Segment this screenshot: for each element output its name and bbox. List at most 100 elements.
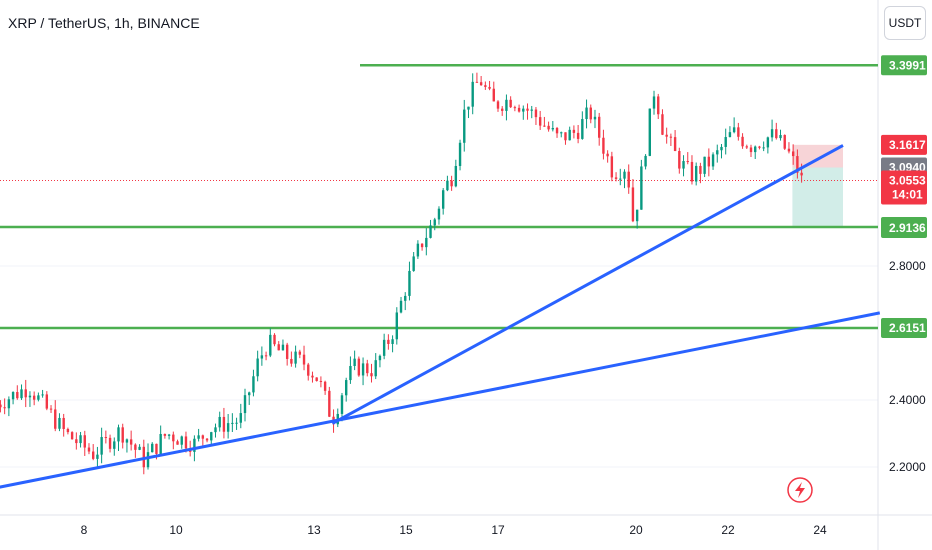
candle-body: [374, 360, 377, 377]
candle-body: [779, 135, 782, 139]
candle-body: [197, 435, 200, 439]
price-label-bg: [881, 170, 927, 205]
candle-body: [534, 109, 538, 118]
candle-body: [644, 155, 647, 167]
x-tick-label: 10: [169, 523, 183, 537]
candle-body: [669, 136, 673, 138]
price-label: 2.9136: [889, 221, 926, 235]
candle-body: [450, 180, 453, 187]
candle-body: [142, 446, 145, 468]
candle-body: [796, 156, 799, 173]
candle-body: [471, 81, 474, 107]
candle-body: [70, 432, 74, 440]
candle-body: [281, 344, 285, 351]
candle-body: [614, 177, 618, 179]
candle-body: [787, 148, 791, 152]
candle-body: [648, 108, 651, 156]
candle-body: [543, 125, 546, 127]
candle-body: [716, 150, 719, 155]
candle-body: [766, 137, 770, 148]
candle-body: [593, 116, 597, 120]
candle-body: [791, 151, 795, 157]
candle-body: [673, 137, 677, 152]
candle-body: [7, 399, 11, 409]
currency-button[interactable]: USDT: [884, 6, 926, 40]
candle-body: [311, 375, 314, 378]
candle-body: [113, 441, 116, 449]
candle-body: [399, 300, 403, 313]
lightning-icon[interactable]: [787, 477, 813, 503]
candle-body: [572, 129, 576, 133]
candle-body: [328, 390, 331, 417]
candle-body: [762, 147, 765, 149]
x-tick-label: 17: [491, 523, 505, 537]
price-label: 3.0553: [889, 173, 926, 187]
countdown-label: 14:01: [892, 187, 923, 201]
candle-body: [707, 156, 711, 167]
candle-body: [382, 339, 386, 356]
candle-body: [264, 355, 268, 357]
candle-body: [446, 180, 449, 191]
candle-body: [96, 454, 99, 459]
candle-body: [501, 108, 504, 111]
candle-body: [640, 166, 643, 210]
price-label: 3.1617: [889, 138, 926, 152]
candle-body: [3, 407, 6, 409]
candle-body: [307, 364, 310, 376]
candle-body: [172, 434, 175, 442]
candle-body: [159, 433, 162, 454]
candle-body: [598, 116, 601, 138]
candle-body: [180, 436, 183, 445]
candle-body: [151, 443, 154, 453]
candle-body: [146, 452, 150, 468]
candle-body: [492, 88, 495, 102]
x-tick-label: 20: [629, 523, 643, 537]
candle-body: [75, 439, 78, 444]
candle-body: [589, 107, 592, 120]
candle-body: [758, 146, 761, 148]
candle-body: [104, 437, 108, 439]
candle-body: [467, 106, 470, 110]
candle-body: [437, 208, 441, 220]
candle-body: [256, 358, 259, 377]
candle-body: [62, 417, 65, 429]
candle-body: [315, 377, 318, 381]
level-price-label: 3.3991: [889, 58, 926, 72]
candle-body: [479, 82, 483, 86]
candle-body: [226, 423, 230, 432]
candle-body: [319, 380, 323, 382]
candle-body: [433, 219, 436, 226]
candle-body: [404, 295, 407, 301]
candle-body: [16, 392, 19, 399]
candle-body: [661, 114, 664, 135]
candle-body: [732, 127, 736, 133]
candle-body: [201, 435, 205, 439]
candle-body: [602, 137, 605, 154]
candle-body: [694, 165, 698, 182]
candle-body: [484, 85, 487, 87]
candle-body: [100, 437, 103, 455]
candle-body: [745, 146, 748, 148]
candle-body: [218, 416, 221, 428]
candle-body: [260, 355, 264, 359]
candle-body: [420, 243, 424, 248]
candle-body: [24, 389, 27, 398]
candle-body: [711, 154, 715, 167]
candle-body: [610, 156, 614, 178]
candle-body: [222, 416, 226, 432]
candle-body: [416, 243, 420, 257]
candle-body: [631, 187, 635, 222]
candle-body: [353, 358, 356, 366]
candle-body: [686, 161, 689, 163]
candle-body: [475, 81, 479, 83]
y-tick-label: 2.2000: [889, 460, 926, 474]
candle-body: [121, 427, 124, 443]
candle-body: [37, 395, 40, 400]
candle-body: [294, 351, 297, 364]
candle-body: [349, 365, 352, 381]
candle-body: [28, 395, 32, 398]
candle-body: [285, 344, 289, 359]
price-label-bg: [881, 217, 927, 238]
candle-body: [193, 438, 196, 452]
